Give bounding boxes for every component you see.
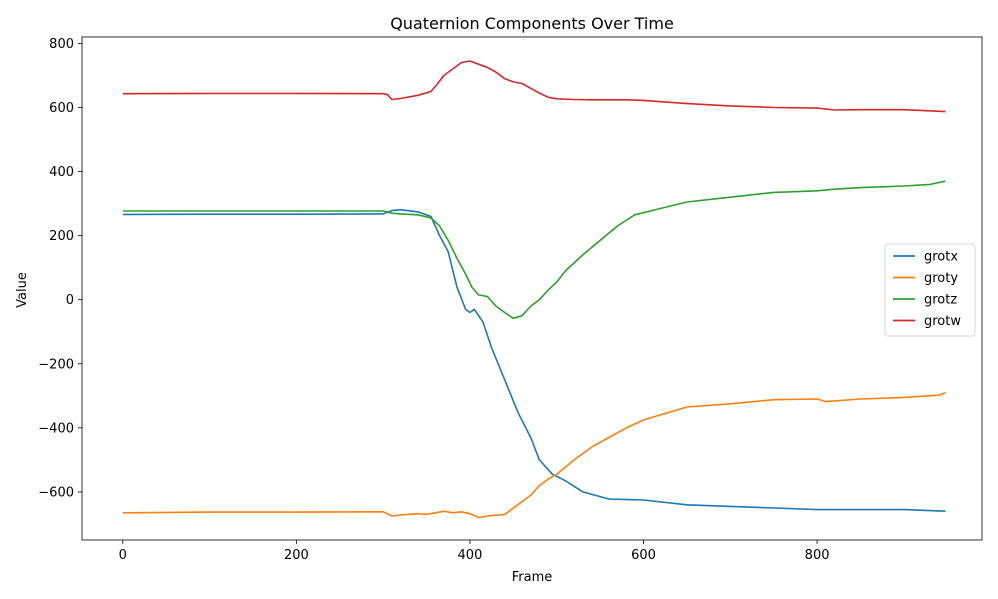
legend-label-grotw: grotw — [924, 314, 961, 329]
chart-title: Quaternion Components Over Time — [390, 14, 674, 33]
axes-frame — [81, 36, 983, 541]
series-line-grotw — [122, 60, 946, 113]
y-tick-label: 400 — [49, 165, 74, 180]
y-tick-label: 200 — [49, 229, 74, 244]
y-tick-label: 0 — [66, 293, 74, 308]
y-tick-label: −600 — [38, 485, 74, 500]
y-tick-label: −200 — [38, 357, 74, 372]
legend-label-groty: groty — [924, 271, 958, 286]
y-axis-label: Value — [15, 272, 30, 308]
x-tick-label: 0 — [119, 548, 127, 563]
series-line-grotx — [122, 208, 946, 512]
x-tick-label: 400 — [458, 548, 483, 563]
y-tick-label: 600 — [49, 101, 74, 116]
y-tick-label: −400 — [38, 421, 74, 436]
legend-label-grotx: grotx — [924, 250, 958, 265]
x-axis-label: Frame — [512, 570, 553, 585]
plot-area: 0 200 400 600 800 800 600 400 200 0 −200 −400 −600 — [38, 36, 983, 563]
series-line-grotz — [122, 180, 946, 320]
x-tick-label: 600 — [631, 548, 656, 563]
y-tick-label: 800 — [49, 37, 74, 52]
x-tick-label: 200 — [284, 548, 309, 563]
series-line-groty — [122, 391, 946, 519]
legend-label-grotz: grotz — [924, 293, 957, 308]
legend: grotx groty grotz grotw — [884, 243, 976, 337]
legend-box — [884, 243, 976, 337]
x-tick-label: 800 — [805, 548, 830, 563]
